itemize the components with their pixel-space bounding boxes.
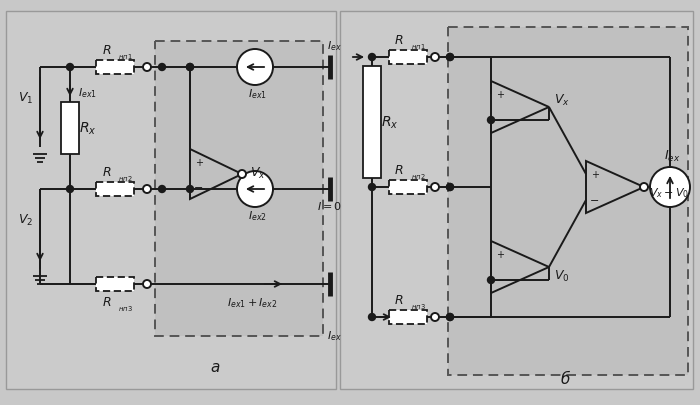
Circle shape (368, 314, 375, 321)
Text: +: + (496, 90, 504, 100)
Circle shape (447, 54, 454, 61)
Text: $_{нп1}$: $_{нп1}$ (118, 52, 132, 62)
Bar (389, 51, 427, 65)
Text: $I_{ex1}$: $I_{ex1}$ (248, 87, 267, 101)
Circle shape (487, 277, 494, 284)
Text: $V_0$: $V_0$ (554, 268, 570, 283)
Text: $R_x$: $R_x$ (382, 115, 399, 131)
Text: +: + (591, 170, 599, 179)
Bar (96, 61, 134, 75)
Text: $_{нп2}$: $_{нп2}$ (411, 172, 426, 181)
Circle shape (447, 184, 454, 191)
Circle shape (186, 64, 193, 71)
Circle shape (447, 184, 454, 191)
Text: $V_2$: $V_2$ (18, 212, 34, 227)
Circle shape (237, 50, 273, 86)
Circle shape (238, 171, 246, 179)
Text: −: − (590, 196, 600, 205)
Text: $V_x$: $V_x$ (554, 92, 570, 107)
Text: $R_x$: $R_x$ (79, 121, 97, 137)
Circle shape (447, 314, 454, 321)
Bar (363, 67, 381, 179)
Text: $I_{ex}$: $I_{ex}$ (328, 328, 342, 342)
Bar (389, 310, 427, 324)
Text: −: − (496, 116, 505, 126)
Circle shape (66, 186, 74, 193)
Circle shape (368, 54, 375, 61)
Text: $_{нп3}$: $_{нп3}$ (411, 301, 426, 311)
Circle shape (237, 172, 273, 207)
Circle shape (431, 183, 439, 192)
Text: −: − (496, 275, 505, 285)
Circle shape (66, 64, 74, 71)
Circle shape (487, 117, 494, 124)
Text: $V_x$: $V_x$ (250, 165, 266, 180)
Text: $I_{ex2}$: $I_{ex2}$ (248, 209, 267, 222)
Circle shape (186, 186, 193, 193)
Text: $R$: $R$ (395, 163, 404, 176)
Text: $V_x - V_0$: $V_x - V_0$ (649, 185, 689, 199)
Text: $_{нп3}$: $_{нп3}$ (118, 303, 133, 313)
Text: $_{нп2}$: $_{нп2}$ (118, 174, 132, 183)
Text: $R$: $R$ (102, 165, 111, 178)
Circle shape (650, 168, 690, 207)
Text: +: + (195, 157, 203, 167)
Circle shape (640, 183, 648, 192)
Circle shape (431, 54, 439, 62)
Text: $R$: $R$ (395, 34, 404, 47)
Bar (96, 183, 134, 196)
Circle shape (368, 184, 375, 191)
Bar (155, 42, 323, 336)
Circle shape (158, 64, 165, 71)
Circle shape (143, 64, 151, 72)
Circle shape (447, 314, 454, 321)
Text: $R$: $R$ (102, 43, 111, 56)
Circle shape (447, 54, 454, 61)
Text: $R$: $R$ (395, 293, 404, 306)
Text: +: + (496, 249, 504, 259)
Bar (340, 12, 693, 389)
Text: −: − (195, 182, 204, 192)
Text: $I_{ex}$: $I_{ex}$ (328, 39, 342, 53)
Circle shape (431, 313, 439, 321)
Text: $I_{ex1} + I_{ex2}$: $I_{ex1} + I_{ex2}$ (227, 295, 277, 309)
Text: $a$: $a$ (210, 360, 220, 375)
Text: $V_1$: $V_1$ (18, 90, 34, 105)
Text: $I = 0$: $I = 0$ (317, 200, 342, 211)
Circle shape (143, 185, 151, 194)
Bar (389, 181, 427, 194)
Circle shape (158, 186, 165, 193)
Circle shape (186, 64, 193, 71)
Text: $I_{ex1}$: $I_{ex1}$ (78, 86, 97, 100)
Text: $I_{ex}$: $I_{ex}$ (664, 148, 680, 163)
Bar (448, 28, 688, 375)
Circle shape (143, 280, 151, 288)
Text: $R$: $R$ (102, 295, 111, 308)
Text: $_{нп1}$: $_{нп1}$ (411, 42, 426, 52)
Bar (6, 12, 336, 389)
Bar (96, 277, 134, 291)
Bar (61, 103, 79, 155)
Text: $б$: $б$ (559, 368, 570, 386)
